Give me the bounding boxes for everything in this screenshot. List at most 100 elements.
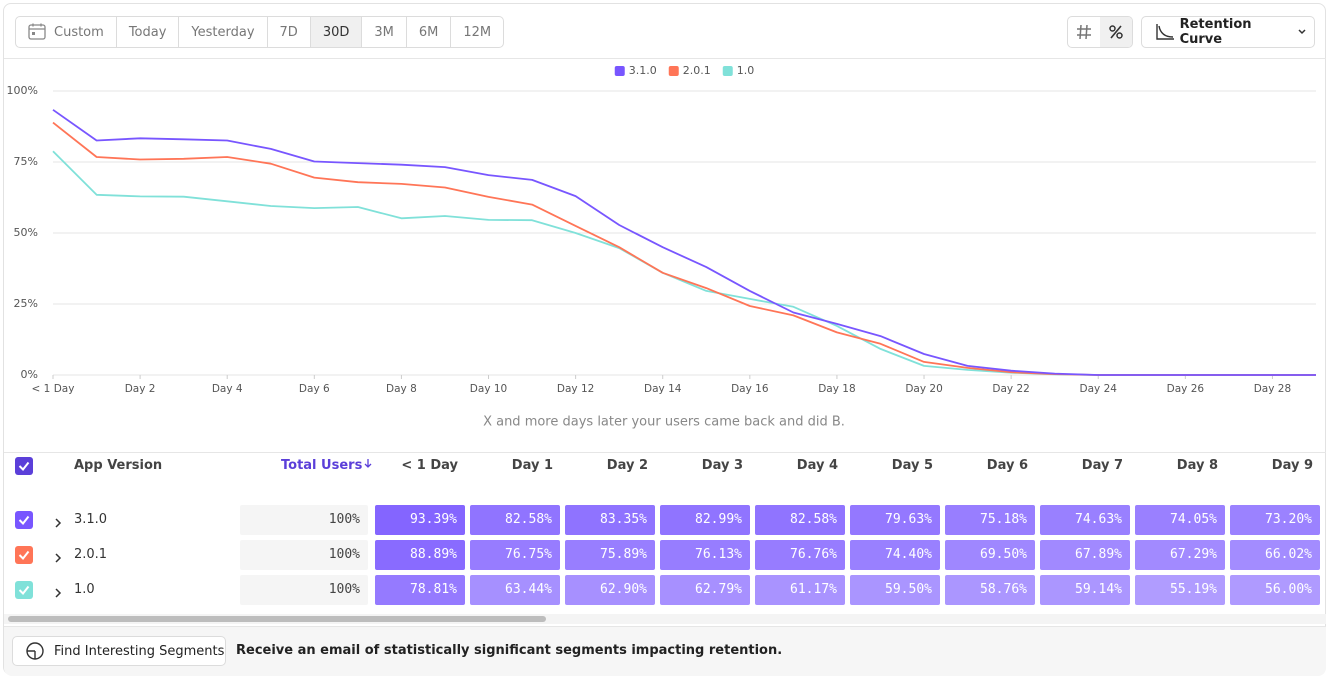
hash-icon [1077,24,1091,40]
column-header: Day 2 [606,458,648,473]
percent-toggle[interactable] [1100,17,1132,47]
x-tick-label: < 1 Day [32,383,75,395]
retention-cell[interactable]: 67.29% [1135,540,1225,570]
x-tick-label: Day 12 [557,383,594,395]
retention-cell[interactable]: 67.89% [1040,540,1130,570]
column-header: Day 7 [1081,458,1123,473]
range-label: 6M [418,24,439,40]
retention-cell[interactable]: 76.75% [470,540,560,570]
chevron-down [1298,29,1306,35]
retention-cell[interactable]: 66.02% [1230,540,1320,570]
retention-cell[interactable]: 82.99% [660,505,750,535]
x-tick-label: Day 20 [905,383,942,395]
x-tick-label: Day 24 [1080,383,1118,395]
range-label: 30D [322,24,350,40]
retention-cell[interactable]: 78.81% [375,575,465,605]
retention-cell[interactable]: 75.89% [565,540,655,570]
range-label: 12M [463,24,492,40]
chevron-right [55,518,62,528]
retention-cell[interactable]: 73.20% [1230,505,1320,535]
x-tick-label: Day 2 [125,383,156,395]
range-button[interactable]: Custom [16,17,117,47]
y-tick-label: 25% [14,297,38,310]
total-users: 100% [240,575,368,605]
scrollbar-thumb[interactable] [8,616,546,622]
y-tick-label: 50% [14,226,38,239]
range-button[interactable]: 7D [268,17,311,47]
select-all-checkbox[interactable] [15,457,33,475]
calendar-icon [28,23,46,40]
retention-cell[interactable]: 83.35% [565,505,655,535]
check-icon [18,515,30,526]
range-label: Today [128,24,167,40]
retention-cell[interactable]: 56.00% [1230,575,1320,605]
segments-icon [26,642,44,660]
x-tick-label: Day 28 [1254,383,1291,395]
retention-cell[interactable]: 74.63% [1040,505,1130,535]
x-tick-label: Day 26 [1167,383,1205,395]
range-label: 3M [374,24,394,40]
retention-cell[interactable]: 62.90% [565,575,655,605]
retention-cell[interactable]: 88.89% [375,540,465,570]
sort-arrow [364,459,372,468]
retention-cell[interactable]: 62.79% [660,575,750,605]
range-button[interactable]: 3M [362,17,407,47]
retention-cell[interactable]: 61.17% [755,575,845,605]
x-tick-label: Day 16 [731,383,769,395]
retention-cell[interactable]: 75.18% [945,505,1035,535]
row-checkbox[interactable] [15,581,33,599]
legend: 3.1.0 2.0.1 1.0 [614,64,754,77]
legend-swatch [668,66,679,76]
retention-cell[interactable]: 69.50% [945,540,1035,570]
chevron-right [55,588,62,598]
column-header: Day 4 [796,458,838,473]
retention-cell[interactable]: 74.05% [1135,505,1225,535]
expand-chevron[interactable] [52,549,64,568]
expand-chevron[interactable] [52,514,64,533]
retention-cell[interactable]: 82.58% [470,505,560,535]
x-tick-label: Day 8 [386,383,417,395]
footer-message: Receive an email of statistically signif… [236,643,783,658]
retention-cell[interactable]: 63.44% [470,575,560,605]
sort-label: Total Users [281,458,363,473]
divider [4,58,1326,59]
row-checkbox[interactable] [15,511,33,529]
column-header: App Version [74,458,163,473]
y-tick-label: 75% [14,155,38,168]
range-button[interactable]: 30D [310,17,363,47]
segments-button[interactable]: Find Interesting Segments [12,636,226,666]
retention-cell[interactable]: 82.58% [755,505,845,535]
series-line [52,121,1316,376]
check-icon [18,585,30,596]
divider [4,452,1326,453]
y-tick-label: 0% [21,368,38,381]
retention-cell[interactable]: 55.19% [1135,575,1225,605]
retention-cell[interactable]: 79.63% [850,505,940,535]
retention-cell[interactable]: 59.50% [850,575,940,605]
range-button[interactable]: Today [117,17,180,47]
percent-icon [1109,25,1123,39]
column-header: Day 3 [701,458,743,473]
retention-cell[interactable]: 76.13% [660,540,750,570]
retention-cell[interactable]: 93.39% [375,505,465,535]
value-toggle [1067,16,1133,48]
range-button[interactable]: 6M [407,17,452,47]
row-name: 2.0.1 [74,547,108,562]
x-tick-label: Day 14 [644,383,682,395]
x-tick-label: Day 4 [212,383,243,395]
column-header[interactable]: Total Users [281,457,374,475]
expand-chevron[interactable] [52,584,64,603]
row-checkbox[interactable] [15,546,33,564]
view-dropdown[interactable]: Retention Curve [1141,16,1315,48]
column-header: < 1 Day [401,458,458,473]
retention-cell[interactable]: 74.40% [850,540,940,570]
range-button[interactable]: 12M [451,17,503,47]
range-button[interactable]: Yesterday [179,17,268,47]
retention-cell[interactable]: 76.76% [755,540,845,570]
retention-cell[interactable]: 58.76% [945,575,1035,605]
row-name: 3.1.0 [74,512,108,527]
count-toggle[interactable] [1068,17,1100,47]
total-users: 100% [240,540,368,570]
retention-cell[interactable]: 59.14% [1040,575,1130,605]
